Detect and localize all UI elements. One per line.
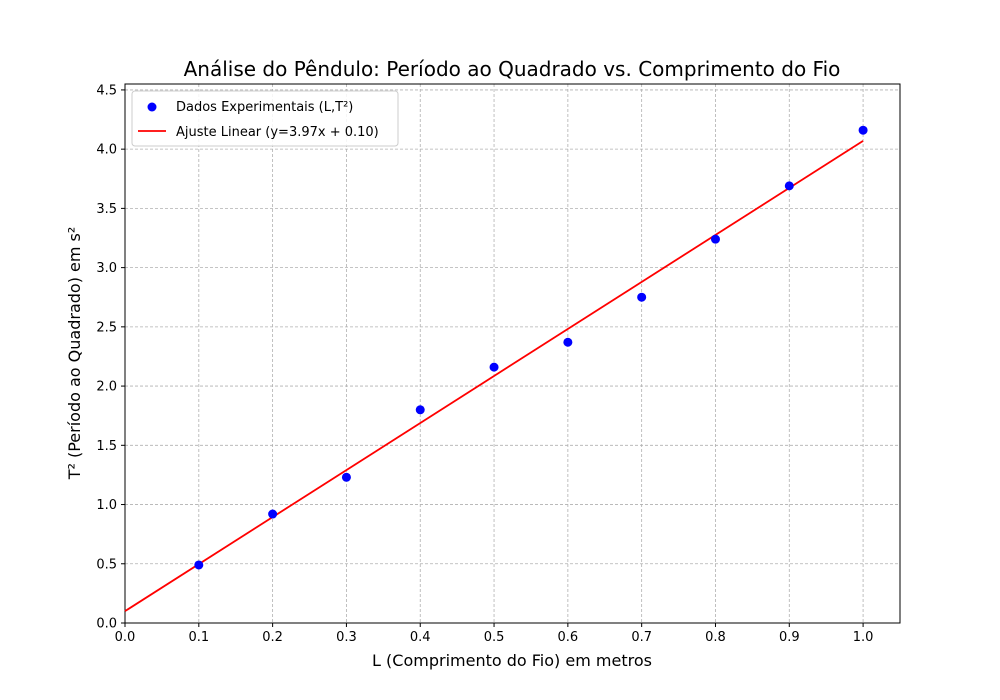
- data-point: [710, 234, 720, 244]
- legend: Dados Experimentais (L,T²) Ajuste Linear…: [131, 90, 399, 147]
- y-tick-label: 1.0: [96, 498, 117, 513]
- x-tick-label: 0.8: [705, 630, 726, 645]
- data-point: [563, 337, 573, 347]
- legend-label-scatter: Dados Experimentais (L,T²): [176, 100, 353, 115]
- chart-title: Análise do Pêndulo: Período ao Quadrado …: [184, 57, 841, 81]
- grid: [124, 84, 900, 624]
- y-tick-label: 3.5: [96, 202, 117, 217]
- data-point: [858, 125, 868, 135]
- x-tick-label: 0.9: [779, 630, 800, 645]
- data-point: [637, 292, 647, 302]
- data-point: [415, 405, 425, 415]
- data-points: [194, 125, 868, 570]
- x-tick-label: 0.1: [188, 630, 209, 645]
- x-tick-label: 0.7: [631, 630, 652, 645]
- y-axis-ticks: 0.0 0.5 1.0 1.5 2.0 2.5 3.0 3.5 4.0 4.5: [96, 83, 125, 632]
- y-tick-label: 0.0: [96, 617, 117, 632]
- fit-line-group: [124, 140, 864, 612]
- x-axis-label: L (Comprimento do Fio) em metros: [372, 651, 652, 670]
- data-point: [341, 472, 351, 482]
- y-tick-label: 4.0: [96, 143, 117, 158]
- y-axis-label: T² (Período ao Quadrado) em s²: [65, 227, 84, 481]
- x-axis-ticks: 0.0 0.1 0.2 0.3 0.4 0.5 0.6 0.7 0.8 0.9 1.0: [115, 623, 874, 645]
- data-point: [784, 181, 794, 191]
- y-tick-label: 2.5: [96, 320, 117, 335]
- x-tick-label: 0.3: [336, 630, 357, 645]
- y-tick-label: 2.0: [96, 380, 117, 395]
- x-tick-label: 0.0: [115, 630, 136, 645]
- legend-box: [131, 90, 399, 147]
- y-tick-label: 3.0: [96, 261, 117, 276]
- legend-marker-scatter: [147, 102, 157, 112]
- y-tick-label: 4.5: [96, 83, 117, 98]
- data-point: [489, 362, 499, 372]
- data-point: [268, 509, 278, 519]
- x-tick-label: 0.2: [262, 630, 283, 645]
- y-tick-label: 1.5: [96, 439, 117, 454]
- x-tick-label: 1.0: [853, 630, 874, 645]
- x-tick-label: 0.4: [410, 630, 431, 645]
- x-tick-label: 0.6: [558, 630, 579, 645]
- x-tick-label: 0.5: [484, 630, 505, 645]
- fit-line: [124, 140, 864, 612]
- data-point: [194, 560, 204, 570]
- legend-label-line: Ajuste Linear (y=3.97x + 0.10): [176, 125, 379, 140]
- plot-area: [124, 83, 901, 624]
- y-tick-label: 0.5: [96, 557, 117, 572]
